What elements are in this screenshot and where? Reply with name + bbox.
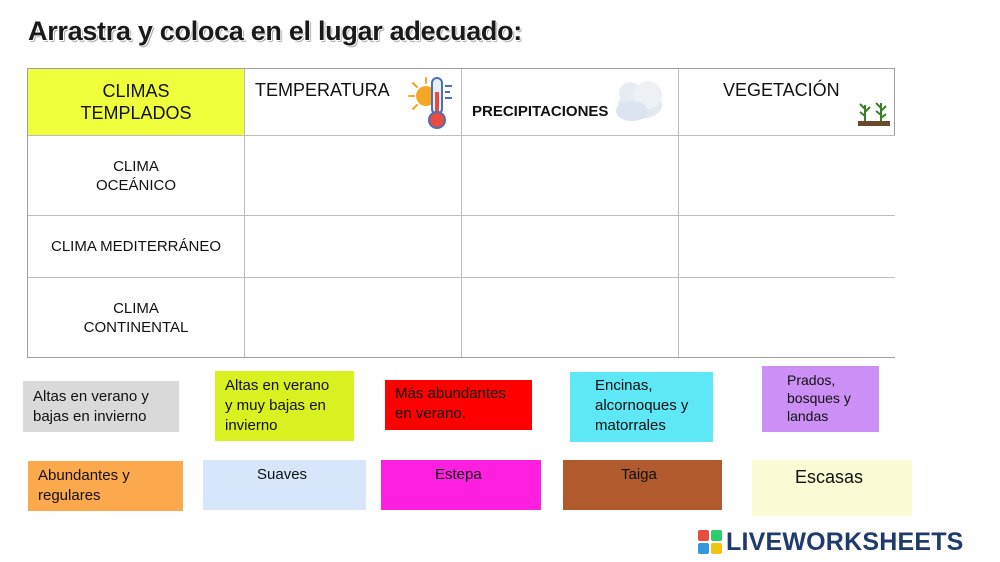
- card-text-line1: Suaves: [257, 466, 308, 483]
- header-climas-label-line1: CLIMAS: [102, 81, 170, 101]
- draggable-card-mas-abundantes-verano[interactable]: Más abundantes en verano.: [385, 380, 532, 430]
- card-text-line3: matorrales: [595, 417, 666, 434]
- drop-zone-mediterraneo-temperatura[interactable]: [245, 216, 462, 278]
- card-text-line1: Más abundantes: [395, 385, 506, 402]
- draggable-card-altas-verano-muy-bajas-invierno[interactable]: Altas en verano y muy bajas en invierno: [215, 371, 354, 441]
- drop-zone-continental-temperatura[interactable]: [245, 278, 462, 357]
- draggable-card-altas-verano-bajas-invierno[interactable]: Altas en verano y bajas en invierno: [23, 381, 179, 432]
- card-text-line2: en verano.: [395, 405, 466, 422]
- drop-zone-oceanico-temperatura[interactable]: [245, 136, 462, 216]
- plants-icon: [857, 97, 891, 127]
- card-text-line2: y muy bajas en: [225, 397, 326, 414]
- header-precipitaciones-label: PRECIPITACIONES: [472, 103, 609, 120]
- drop-zone-continental-vegetacion[interactable]: [679, 278, 895, 357]
- liveworksheets-logo: LIVEWORKSHEETS: [698, 528, 964, 556]
- drop-zone-continental-precipitaciones[interactable]: [462, 278, 679, 357]
- card-text-line1: Prados,: [787, 372, 836, 388]
- card-text-line1: Escasas: [795, 467, 864, 487]
- header-temperatura: TEMPERATURA: [245, 69, 462, 136]
- draggable-card-escasas[interactable]: Escasas: [752, 460, 912, 516]
- drop-zone-mediterraneo-vegetacion[interactable]: [679, 216, 895, 278]
- card-text-line2: regulares: [38, 487, 101, 504]
- page-title: Arrastra y coloca en el lugar adecuado:: [28, 16, 522, 46]
- row-continental-label-line1: CLIMA: [113, 299, 159, 317]
- row-clima-oceanico: CLIMA OCEÁNICO: [28, 136, 245, 216]
- row-clima-continental: CLIMA CONTINENTAL: [28, 278, 245, 357]
- card-text-line3: invierno: [225, 417, 278, 434]
- drop-zone-oceanico-vegetacion[interactable]: [679, 136, 895, 216]
- climate-table: CLIMAS TEMPLADOS TEMPERATURA: [27, 68, 895, 358]
- row-oceanico-label-line2: OCEÁNICO: [95, 176, 176, 194]
- card-text-line1: Altas en verano y: [33, 388, 149, 405]
- drop-zone-oceanico-precipitaciones[interactable]: [462, 136, 679, 216]
- card-text-line1: Abundantes y: [38, 467, 130, 484]
- header-vegetacion: VEGETACIÓN: [679, 69, 895, 136]
- draggable-card-suaves[interactable]: Suaves: [203, 460, 366, 510]
- card-text-line1: Encinas,: [595, 377, 653, 394]
- header-climas-label-line2: TEMPLADOS: [80, 103, 192, 123]
- card-text-line1: Estepa: [435, 466, 482, 483]
- row-clima-mediterraneo: CLIMA MEDITERRÁNEO: [28, 216, 245, 278]
- card-text-line2: alcornoques y: [595, 397, 689, 414]
- draggable-card-estepa[interactable]: Estepa: [381, 460, 541, 510]
- cloud-icon: [610, 75, 672, 123]
- row-continental-label-line2: CONTINENTAL: [83, 318, 189, 336]
- draggable-card-prados-bosques-landas[interactable]: Prados, bosques y landas: [762, 366, 879, 432]
- header-temperatura-label: TEMPERATURA: [255, 80, 390, 100]
- card-text-line2: bajas en invierno: [33, 408, 147, 425]
- draggable-card-encinas-alcornoques[interactable]: Encinas, alcornoques y matorrales: [570, 372, 713, 442]
- row-oceanico-label-line1: CLIMA: [113, 157, 159, 175]
- draggable-card-taiga[interactable]: Taiga: [563, 460, 722, 510]
- header-climas-templados: CLIMAS TEMPLADOS: [28, 69, 245, 136]
- liveworksheets-logo-text: LIVEWORKSHEETS: [726, 527, 964, 556]
- card-text-line3: landas: [787, 408, 829, 424]
- draggable-card-abundantes-regulares[interactable]: Abundantes y regulares: [28, 461, 183, 511]
- thermometer-sun-icon: [408, 74, 456, 130]
- live-badge-icon: [698, 530, 722, 554]
- header-vegetacion-label: VEGETACIÓN: [723, 80, 840, 100]
- header-precipitaciones: PRECIPITACIONES: [462, 69, 679, 136]
- card-text-line1: Altas en verano: [225, 377, 330, 394]
- drop-zone-mediterraneo-precipitaciones[interactable]: [462, 216, 679, 278]
- card-text-line2: bosques y: [787, 390, 851, 406]
- card-text-line1: Taiga: [621, 466, 657, 483]
- row-mediterraneo-label: CLIMA MEDITERRÁNEO: [50, 238, 222, 255]
